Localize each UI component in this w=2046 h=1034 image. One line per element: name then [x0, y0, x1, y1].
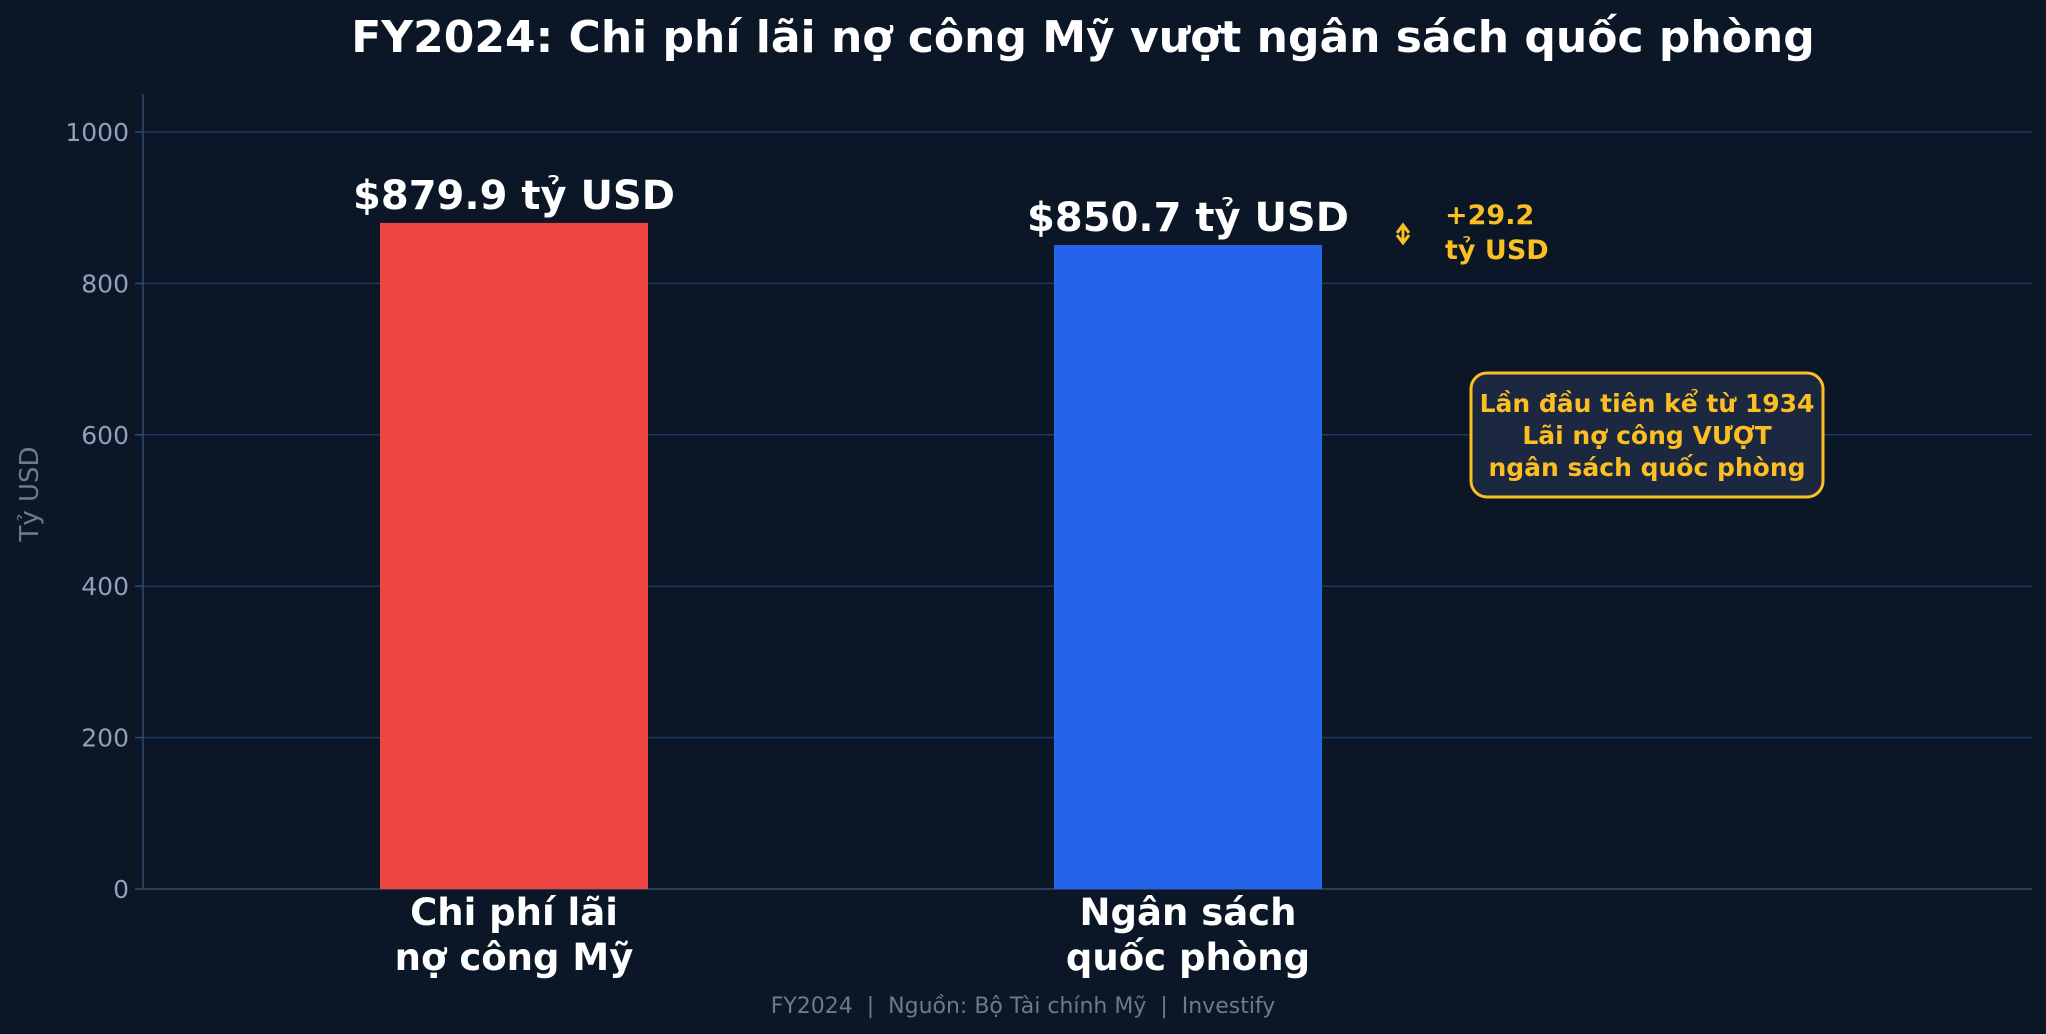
- difference-value-label: +29.2: [1445, 200, 1534, 231]
- y-axis-label: Tỷ USD: [15, 446, 45, 542]
- annotation-text-line: Lần đầu tiên kể từ 1934: [1480, 388, 1815, 418]
- annotation-text-line: ngân sách quốc phòng: [1488, 453, 1805, 482]
- difference-arrow-down: [1395, 234, 1411, 246]
- x-category-label: Ngân sách: [1080, 891, 1297, 934]
- y-tick-label: 1000: [65, 118, 129, 147]
- x-category-label: quốc phòng: [1066, 936, 1310, 979]
- x-category-label: Chi phí lãi: [410, 891, 618, 934]
- bars: [380, 222, 1322, 890]
- y-tick-label: 400: [81, 572, 129, 601]
- bar: [1054, 245, 1322, 890]
- difference-unit-label: tỷ USD: [1445, 235, 1549, 266]
- y-tick-label: 200: [81, 724, 129, 753]
- bar: [380, 222, 648, 889]
- y-tick-label: 600: [81, 421, 129, 450]
- y-tick-label: 800: [81, 269, 129, 298]
- source-note: FY2024 | Nguồn: Bộ Tài chính Mỹ | Invest…: [771, 994, 1276, 1019]
- annotation-box: [1469, 371, 1825, 499]
- y-tick-label: 0: [113, 875, 129, 904]
- bar-value-label: $879.9 tỷ USD: [353, 173, 675, 219]
- x-category-label: nợ công Mỹ: [395, 936, 634, 979]
- chart-title: FY2024: Chi phí lãi nợ công Mỹ vượt ngân…: [351, 12, 1814, 63]
- bar-value-label: $850.7 tỷ USD: [1027, 195, 1349, 241]
- difference-arrow-up: [1395, 222, 1411, 234]
- annotation-text-line: Lãi nợ công VƯỢT: [1522, 421, 1771, 450]
